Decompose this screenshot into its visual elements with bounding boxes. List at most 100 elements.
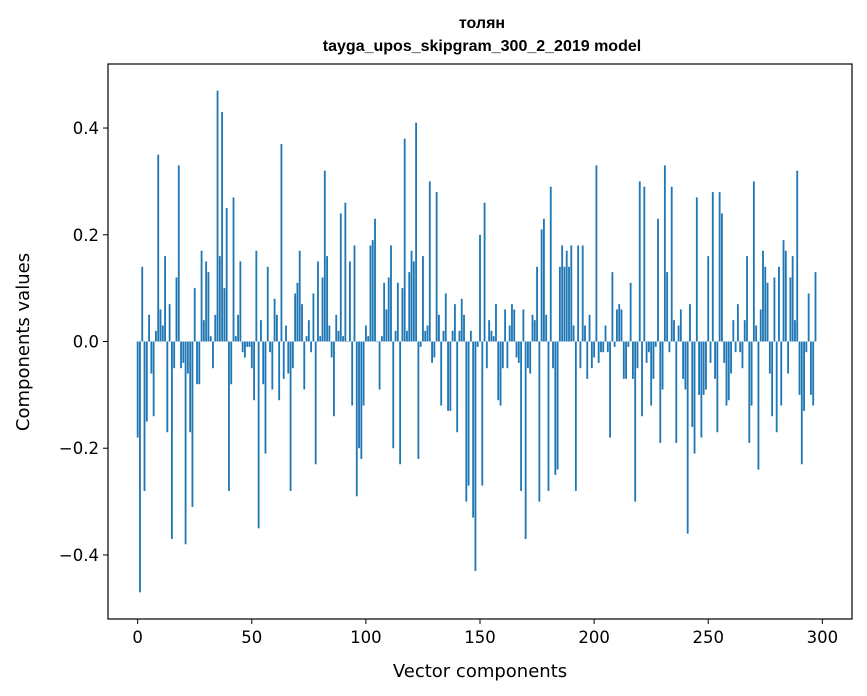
bar [310,341,313,353]
bar [426,325,429,342]
bar [433,341,436,358]
bar [723,341,726,363]
bar [579,341,582,369]
bar [358,341,360,449]
bar [714,341,716,379]
bar [501,341,504,369]
bar [180,341,182,369]
bar [396,282,399,342]
bar [659,341,662,443]
bar [695,197,698,342]
bar [570,245,573,342]
bar [143,341,146,491]
bar [588,314,591,342]
bar [568,266,570,342]
bar [504,309,507,342]
bar [622,341,625,379]
bar [335,314,338,342]
bar [645,341,648,363]
bar [161,325,164,342]
bar [164,256,166,342]
x-axis-ticks: 0 50 100 150 200 250 300 [132,619,838,647]
bar [492,336,495,342]
bar [424,330,427,342]
bar [253,341,255,401]
bar [223,288,226,342]
bar [168,304,171,342]
bar [604,325,607,342]
bar [141,266,144,342]
plot-frame [107,63,853,620]
bar [209,336,212,342]
x-tick-label: 50 [241,628,262,647]
bar [412,261,415,342]
bar [260,320,262,342]
bar [177,165,180,342]
bar [691,341,694,427]
bar [705,341,707,390]
bar [600,341,602,353]
bar [682,341,685,379]
bar [170,341,173,539]
bar [182,341,185,363]
bar [298,250,301,342]
bar [472,341,475,518]
bar [711,192,714,342]
bar [198,341,201,385]
bar [620,309,623,342]
bar [387,277,390,342]
bar [369,245,372,342]
bar [595,165,598,342]
bar [234,336,237,342]
bar [278,341,281,401]
bar [275,314,278,342]
bar [718,192,721,342]
bar [383,282,386,342]
bar [524,341,527,539]
bar [406,330,408,342]
bar [216,90,219,342]
bar [440,341,443,406]
bar [798,341,801,395]
bar [230,341,233,385]
bar [326,256,329,342]
bar [768,341,771,374]
bar [732,320,735,342]
bar [255,250,258,342]
bar [184,341,187,545]
bar [328,325,331,342]
bar [661,341,664,390]
bar [554,341,557,475]
bar [613,341,616,347]
bar [148,314,150,342]
bar [757,341,760,470]
bar [248,341,251,347]
chart-title: толян [459,15,505,32]
bar [314,341,317,465]
bar [522,309,525,342]
bar [741,341,744,369]
bar [155,330,157,342]
bar [766,282,769,342]
y-tick-label: 0.2 [73,226,99,245]
bar [346,341,349,343]
bar [584,325,586,342]
bar [638,181,641,342]
bar [574,341,577,491]
bar [652,341,655,379]
bar [577,245,580,342]
bar [339,213,342,342]
y-axis-label: Components values [13,253,34,431]
bar [303,341,306,390]
bar [485,341,488,369]
bar [791,256,794,342]
bar [807,293,810,342]
bar [581,245,584,342]
bar [280,144,283,342]
bar [764,266,767,342]
bar [186,341,189,374]
bar [367,336,370,342]
bar [618,304,621,342]
bar [684,341,687,390]
